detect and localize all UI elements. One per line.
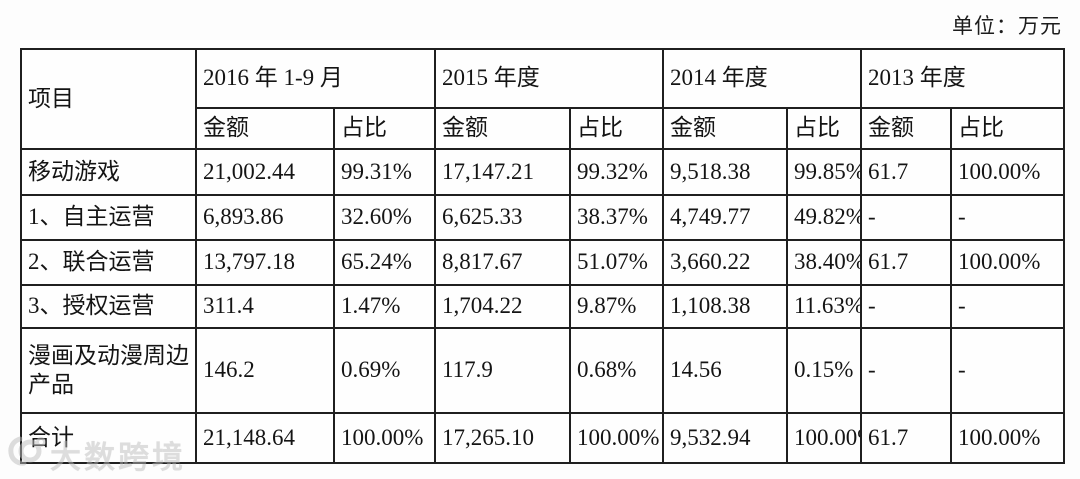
value-cell: 61.7 [860,239,953,286]
value-cell: - [860,284,953,329]
value-cell: 17,265.10 [434,412,572,464]
value-cell: 9,518.38 [662,148,789,196]
value-cell: - [950,284,1066,329]
value-cell: 51.07% [569,239,665,286]
value-cell: 1,704.22 [434,284,572,329]
revenue-breakdown-table: 项目 2016 年 1-9 月 2015 年度 2014 年度 2013 年度 … [20,48,1066,464]
header-row-periods: 项目 2016 年 1-9 月 2015 年度 2014 年度 2013 年度 [20,48,1066,150]
value-cell: 61.7 [860,148,953,196]
value-cell: 6,893.86 [195,194,335,241]
ratio-header: 占比 [332,107,437,150]
value-cell: 146.2 [195,327,335,414]
row-label-cell: 漫画及动漫周边产品 [20,327,197,414]
row-label-cell: 2、联合运营 [20,239,197,286]
value-cell: 38.37% [569,194,665,241]
value-cell: 32.60% [332,194,437,241]
ratio-header: 占比 [950,107,1066,150]
value-cell: 1,108.38 [662,284,789,329]
value-cell: 8,817.67 [434,239,572,286]
value-cell: 99.85% [786,148,863,196]
row-label-cell: 3、授权运营 [20,284,197,329]
value-cell: 311.4 [195,284,335,329]
value-cell: 100.00% [569,412,665,464]
value-cell: 4,749.77 [662,194,789,241]
value-cell: 100.00% [786,412,863,464]
amount-header: 金额 [860,107,953,150]
value-cell: 9.87% [569,284,665,329]
period-header-2013: 2013 年度 [860,48,1066,109]
value-cell: 14.56 [662,327,789,414]
value-cell: 99.31% [332,148,437,196]
ratio-header: 占比 [569,107,665,150]
table-row-comics-derivatives: 漫画及动漫周边产品 146.2 0.69% 117.9 0.68% 14.56 … [20,327,1066,414]
value-cell: 11.63% [786,284,863,329]
value-cell: 0.15% [786,327,863,414]
period-header-2016: 2016 年 1-9 月 [194,48,437,109]
row-label-cell: 合计 [20,412,197,464]
value-cell: 49.82% [786,194,863,241]
table-row-mobile-games: 移动游戏 21,002.44 99.31% 17,147.21 99.32% 9… [20,148,1066,196]
value-cell: 13,797.18 [195,239,335,286]
value-cell: 1.47% [332,284,437,329]
value-cell: 61.7 [860,412,953,464]
value-cell: - [860,327,953,414]
period-header-2015: 2015 年度 [434,48,665,109]
value-cell: 17,147.21 [434,148,572,196]
value-cell: 117.9 [434,327,572,414]
ratio-header: 占比 [786,107,863,150]
value-cell: 0.68% [569,327,665,414]
value-cell: - [950,194,1066,241]
value-cell: 100.00% [950,148,1066,196]
unit-label: 单位：万元 [952,14,1062,38]
value-cell: 3,660.22 [662,239,789,286]
value-cell: - [860,194,953,241]
table-row-total: 合计 21,148.64 100.00% 17,265.10 100.00% 9… [20,412,1066,464]
period-header-2014: 2014 年度 [662,48,863,109]
table-row-joint-operated: 2、联合运营 13,797.18 65.24% 8,817.67 51.07% … [20,239,1066,286]
amount-header: 金额 [434,107,572,150]
value-cell: - [950,327,1066,414]
table-row-self-operated: 1、自主运营 6,893.86 32.60% 6,625.33 38.37% 4… [20,194,1066,241]
value-cell: 9,532.94 [662,412,789,464]
value-cell: 21,148.64 [195,412,335,464]
value-cell: 0.69% [332,327,437,414]
row-label-cell: 1、自主运营 [20,194,197,241]
value-cell: 100.00% [950,412,1066,464]
value-cell: 99.32% [569,148,665,196]
table-row-licensed-operated: 3、授权运营 311.4 1.47% 1,704.22 9.87% 1,108.… [20,284,1066,329]
header-row-metrics: 金额 占比 金额 占比 金额 占比 金额 占比 [21,107,1066,150]
value-cell: 21,002.44 [195,148,335,196]
amount-header: 金额 [662,107,789,150]
value-cell: 100.00% [950,239,1066,286]
value-cell: 38.40% [786,239,863,286]
row-label-cell: 移动游戏 [20,148,197,196]
value-cell: 65.24% [332,239,437,286]
item-column-header: 项目 [20,48,197,150]
amount-header: 金额 [195,107,335,150]
value-cell: 6,625.33 [434,194,572,241]
value-cell: 100.00% [332,412,437,464]
